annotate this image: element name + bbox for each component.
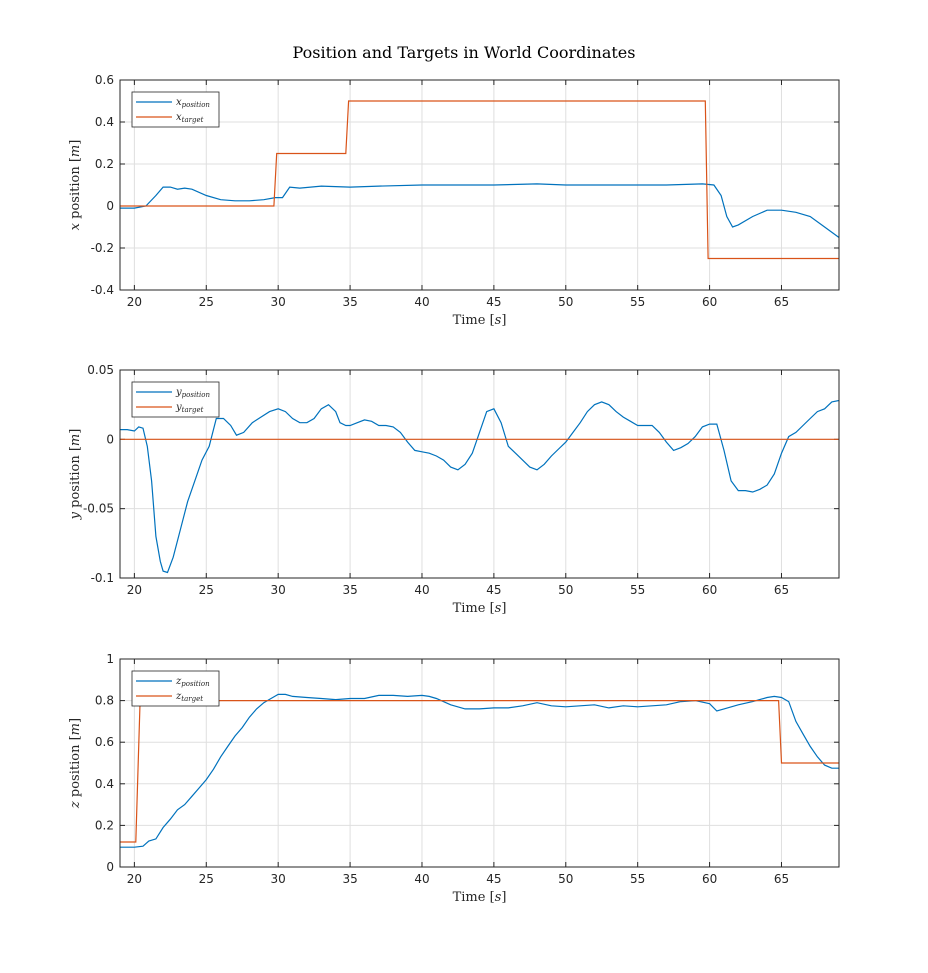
series-line-z-position	[120, 693, 839, 848]
legend: xposition xtarget	[131, 91, 220, 128]
series-line-x-target	[120, 100, 839, 260]
y-axis-label: z position [m]	[68, 718, 83, 809]
y-tick-label: 1	[106, 652, 114, 666]
subplot-2: 20 25 30 35 40 45 50 55 60 65 -0.1 -0.05 0 0.05 Time […	[68, 363, 840, 616]
x-tick-label: 60	[702, 583, 717, 597]
x-tick-label: 35	[342, 583, 357, 597]
y-tick-label: 0.2	[95, 818, 114, 832]
x-tick-label: 45	[486, 872, 501, 886]
x-tick-label: 25	[199, 872, 214, 886]
x-tick-label: 55	[630, 295, 645, 309]
figure-title: Position and Targets in World Coordinate…	[293, 43, 636, 62]
y-tick-label: -0.05	[83, 502, 114, 516]
x-tick-label: 40	[414, 872, 429, 886]
legend-label-target: ztarget	[175, 691, 203, 703]
x-axis-label: Time [s]	[453, 601, 507, 616]
x-tick-label: 60	[702, 872, 717, 886]
legend-box	[131, 381, 220, 418]
x-tick-label: 45	[486, 295, 501, 309]
x-tick-label: 35	[342, 872, 357, 886]
y-axis-label: y position [m]	[68, 429, 83, 521]
x-tick-label: 40	[414, 295, 429, 309]
y-tick-label: 0	[106, 860, 114, 874]
y-tick-label: 0.4	[95, 115, 114, 129]
y-axis-label: x position [m]	[68, 140, 83, 231]
x-tick-label: 20	[127, 295, 142, 309]
x-tick-label: 30	[271, 872, 286, 886]
y-tick-label: 0.2	[95, 157, 114, 171]
x-axis-label: Time [s]	[453, 890, 507, 905]
subplot-1: 20 25 30 35 40 45 50 55 60 65 -0.4 -0.2 0 0.2 0.4 0.6 Ti…	[68, 73, 840, 328]
x-tick-label: 60	[702, 295, 717, 309]
x-tick-label: 50	[558, 295, 573, 309]
legend-label-position: zposition	[175, 676, 210, 688]
x-tick-label: 30	[271, 583, 286, 597]
x-tick-label: 20	[127, 872, 142, 886]
y-tick-label: -0.2	[91, 241, 114, 255]
x-tick-label: 65	[774, 295, 789, 309]
legend-box	[131, 91, 220, 128]
x-tick-label: 45	[486, 583, 501, 597]
series-line-x-position	[120, 183, 839, 238]
x-tick-label: 40	[414, 583, 429, 597]
x-tick-label: 50	[558, 872, 573, 886]
x-tick-label: 30	[271, 295, 286, 309]
x-tick-label: 65	[774, 583, 789, 597]
legend-label-position: xposition	[176, 97, 210, 109]
subplot-3: 20 25 30 35 40 45 50 55 60 65 0 0.2 0.4 0.6 0.8 1 Time […	[68, 652, 840, 905]
x-tick-label: 25	[199, 583, 214, 597]
legend-box	[131, 670, 220, 707]
y-tick-label: -0.1	[91, 571, 114, 585]
axes-box	[119, 658, 840, 868]
x-tick-label: 20	[127, 583, 142, 597]
y-tick-label: 0	[106, 432, 114, 446]
legend: zposition ztarget	[131, 670, 220, 707]
x-axis-label: Time [s]	[453, 313, 507, 328]
y-tick-label: -0.4	[91, 283, 114, 297]
legend: yposition ytarget	[131, 381, 220, 418]
plot-area	[120, 659, 839, 867]
axes-box	[119, 369, 840, 579]
y-tick-label: 0.6	[95, 735, 114, 749]
legend-label-target: xtarget	[176, 112, 204, 124]
x-tick-label: 25	[199, 295, 214, 309]
y-tick-label: 0.4	[95, 777, 114, 791]
y-tick-label: 0.6	[95, 73, 114, 87]
legend-label-target: ytarget	[175, 402, 204, 414]
x-tick-label: 35	[342, 295, 357, 309]
series-line-z-target	[120, 699, 839, 843]
plots-group: 20 25 30 35 40 45 50 55 60 65 -0.4 -0.2 0 0.2 0.4 0.6 Ti…	[68, 73, 840, 905]
axes-box	[119, 79, 840, 291]
x-tick-label: 65	[774, 872, 789, 886]
y-tick-label: 0	[106, 199, 114, 213]
x-tick-label: 50	[558, 583, 573, 597]
y-tick-label: 0.05	[87, 363, 114, 377]
series-line-y-position	[120, 399, 839, 574]
y-tick-label: 0.8	[95, 694, 114, 708]
x-tick-label: 55	[630, 872, 645, 886]
x-tick-label: 55	[630, 583, 645, 597]
plot-area	[120, 370, 839, 578]
legend-label-position: yposition	[175, 387, 210, 399]
